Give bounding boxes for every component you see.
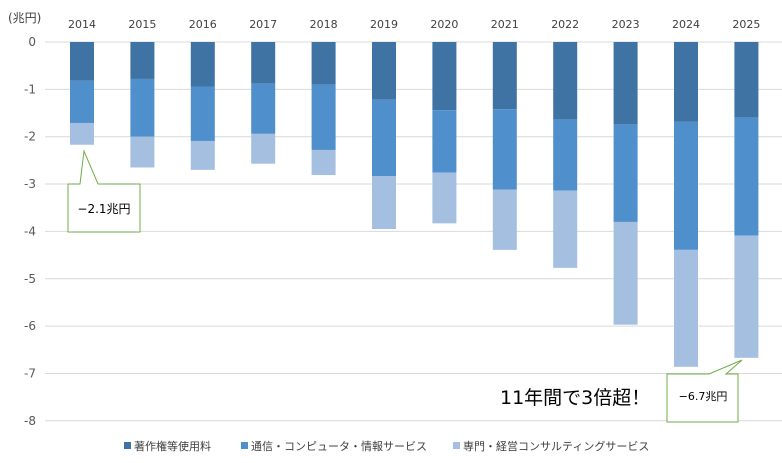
x-tick-label: 2015 xyxy=(128,18,156,31)
bar-segment xyxy=(432,172,457,224)
bar-segment xyxy=(613,221,638,325)
bars xyxy=(70,42,759,367)
x-tick-labels: 2014 2015 2016 2017 2018 2019 2020 2021 2022 2023… xyxy=(68,18,760,31)
y-tick-labels: 0 -1 -2 -3 -4 -5 -6 -7 -8 xyxy=(24,35,36,428)
callout-2014 xyxy=(67,149,141,233)
bar-segment xyxy=(311,149,336,176)
legend-label: 著作権等使用料 xyxy=(134,439,211,453)
y-tick-label: -2 xyxy=(24,130,36,144)
bar-segment xyxy=(674,42,698,122)
legend: 著作権等使用料 通信・コンピュータ・情報サービス 専門・経営コンサルティングサービス xyxy=(124,439,649,453)
bar-segment xyxy=(734,235,759,358)
y-tick-label: 0 xyxy=(28,35,36,49)
x-tick-label: 2025 xyxy=(732,18,760,31)
legend-swatch xyxy=(241,442,248,449)
y-tick-label: -6 xyxy=(24,319,36,333)
legend-label: 専門・経営コンサルティングサービス xyxy=(463,439,649,453)
bar-segment xyxy=(130,136,155,168)
legend-label: 通信・コンピュータ・情報サービス xyxy=(251,440,427,453)
x-tick-label: 2019 xyxy=(370,18,398,31)
bar-segment xyxy=(432,110,457,173)
x-tick-label: 2023 xyxy=(612,18,640,31)
x-tick-label: 2022 xyxy=(551,18,579,31)
legend-swatch xyxy=(124,442,131,449)
x-tick-label: 2017 xyxy=(249,18,277,31)
bar-segment xyxy=(372,42,396,100)
bar-segment xyxy=(311,42,336,85)
bar-segment xyxy=(492,42,517,110)
bar-segment xyxy=(734,42,759,118)
bar-segment xyxy=(190,86,215,141)
bar-segment xyxy=(251,133,276,164)
y-tick-label: -8 xyxy=(24,414,36,428)
y-tick-label: -1 xyxy=(24,82,36,96)
bar-segment xyxy=(70,42,94,81)
bar-segment xyxy=(553,190,578,268)
bar-segment xyxy=(251,83,276,134)
bar-segment xyxy=(372,176,396,230)
x-tick-label: 2020 xyxy=(430,18,458,31)
bar-segment xyxy=(734,117,759,236)
legend-swatch xyxy=(453,442,460,449)
bar-segment xyxy=(613,124,638,222)
bar-segment xyxy=(372,99,396,177)
x-tick-label: 2021 xyxy=(491,18,519,31)
bar-segment xyxy=(674,121,698,250)
bar-segment xyxy=(553,42,578,120)
callout-2014-label: −2.1兆円 xyxy=(77,202,130,216)
bar-segment xyxy=(553,119,578,191)
y-tick-label: -4 xyxy=(24,224,36,238)
x-tick-label: 2018 xyxy=(310,18,338,31)
bar-segment xyxy=(432,42,457,111)
bar-segment xyxy=(492,189,517,250)
x-tick-label: 2016 xyxy=(189,18,217,31)
y-axis-unit-label: (兆円) xyxy=(8,11,41,25)
y-tick-label: -3 xyxy=(24,177,36,191)
bar-segment xyxy=(190,42,215,87)
bar-segment xyxy=(613,42,638,125)
bar-segment xyxy=(130,78,155,137)
bar-segment xyxy=(70,80,94,123)
x-tick-label: 2024 xyxy=(672,18,700,31)
gridlines xyxy=(45,41,782,422)
bar-segment xyxy=(190,140,215,170)
y-tick-label: -5 xyxy=(24,272,36,286)
bar-segment xyxy=(311,84,336,150)
callout-2025-label: −6.7兆円 xyxy=(679,390,728,403)
bar-segment xyxy=(70,122,94,145)
bar-segment xyxy=(674,249,698,367)
y-tick-label: -7 xyxy=(24,366,36,380)
bar-segment xyxy=(251,42,276,84)
bar-segment xyxy=(492,109,517,190)
callout-2025 xyxy=(666,359,743,423)
bar-segment xyxy=(130,42,155,79)
x-tick-label: 2014 xyxy=(68,18,96,31)
headline-annotation: 11年間で3倍超！ xyxy=(500,387,650,409)
